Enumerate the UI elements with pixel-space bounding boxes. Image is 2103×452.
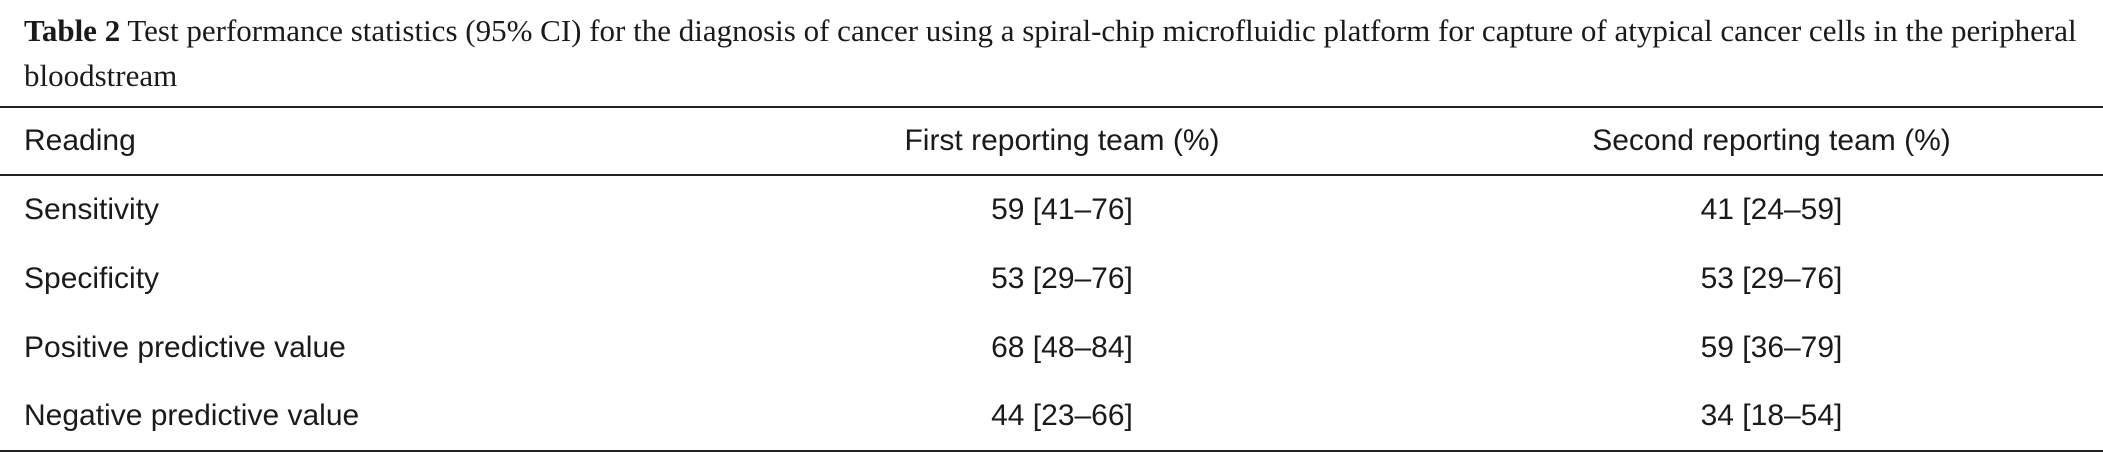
header-row: Reading First reporting team (%) Second …	[0, 107, 2103, 175]
performance-table: Reading First reporting team (%) Second …	[0, 106, 2103, 452]
cell-second-team: 53 [29–76]	[1700, 261, 1843, 295]
table-caption-text: Test performance statistics (95% CI) for…	[24, 13, 2077, 93]
table-caption-label: Table 2	[24, 13, 121, 48]
cell-first-team: 53 [29–76]	[991, 261, 1133, 295]
cell-reading: Positive predictive value	[24, 330, 346, 364]
cell-first-team: 68 [48–84]	[991, 330, 1133, 364]
table-row: Sensitivity 59 [41–76] 41 [24–59]	[0, 175, 2103, 244]
cell-second-team: 59 [36–79]	[1700, 330, 1843, 364]
table-row: Negative predictive value 44 [23–66] 34 …	[0, 382, 2103, 451]
cell-reading: Specificity	[24, 261, 160, 295]
table-body: Sensitivity 59 [41–76] 41 [24–59] Specif…	[0, 175, 2103, 451]
table-header: Reading First reporting team (%) Second …	[0, 107, 2103, 175]
table-caption: Table 2 Test performance statistics (95%…	[24, 8, 2084, 98]
cell-second-team: 41 [24–59]	[1700, 193, 1843, 226]
cell-reading: Negative predictive value	[24, 399, 360, 432]
cell-first-team: 44 [23–66]	[991, 399, 1133, 432]
header-second-team: Second reporting team (%)	[1592, 124, 1951, 157]
table-row: Specificity 53 [29–76] 53 [29–76]	[0, 244, 2103, 313]
header-reading: Reading	[24, 124, 136, 157]
cell-first-team: 59 [41–76]	[991, 193, 1133, 226]
table-row: Positive predictive value 68 [48–84] 59 …	[0, 313, 2103, 382]
header-first-team: First reporting team (%)	[904, 124, 1220, 157]
cell-second-team: 34 [18–54]	[1700, 399, 1843, 432]
cell-reading: Sensitivity	[24, 193, 160, 226]
